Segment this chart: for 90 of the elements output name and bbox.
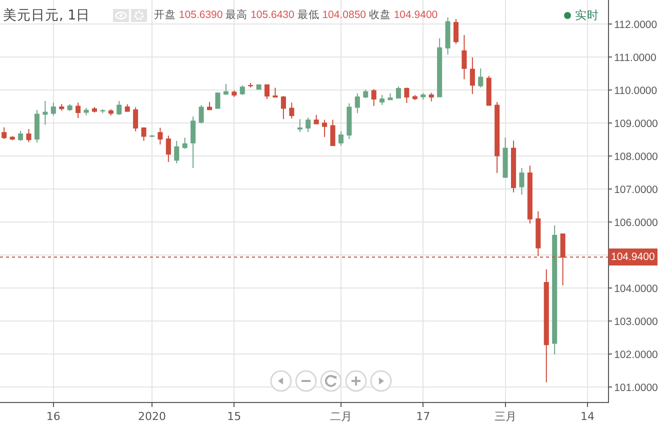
y-tick-label: 103.0000 <box>614 316 658 328</box>
x-tick-label: 二月 <box>330 410 352 422</box>
candlestick <box>76 102 81 119</box>
x-tick-label: 三月 <box>494 410 516 422</box>
candlestick <box>297 118 302 133</box>
y-tick-label: 112.0000 <box>614 18 658 31</box>
y-tick-label: 108.0000 <box>614 150 658 163</box>
y-tick-label: 111.0000 <box>614 52 656 64</box>
candlestick <box>42 100 48 126</box>
candlestick <box>264 84 270 100</box>
text: 美元日元, 1日 <box>3 8 90 24</box>
candlestick <box>314 114 319 125</box>
candlestick <box>158 127 163 146</box>
candlestick <box>34 109 40 144</box>
candlestick <box>470 56 475 95</box>
candlestick <box>248 82 254 88</box>
candlestick <box>519 168 524 196</box>
candlestick <box>536 210 541 257</box>
candlestick <box>174 140 180 164</box>
candlestick <box>141 126 146 142</box>
candlestick <box>396 86 401 99</box>
candlestick <box>527 165 532 224</box>
y-tick-label: 109.0000 <box>614 118 658 130</box>
candlestick <box>511 140 516 193</box>
candlestick <box>198 104 204 124</box>
y-tick-label: 106.0000 <box>614 216 658 229</box>
candlestick <box>182 137 188 150</box>
candlestick <box>306 117 311 133</box>
candlestick <box>363 88 368 99</box>
candlestick <box>10 136 15 141</box>
x-tick-label: 14 <box>580 410 594 422</box>
candlestick <box>100 108 106 114</box>
candlestick <box>84 107 89 116</box>
y-tick-label: 110.0000 <box>614 84 658 97</box>
candlestick <box>215 92 220 110</box>
candlestick <box>445 16 450 55</box>
candlestick <box>190 116 196 168</box>
candlestick <box>404 86 410 104</box>
candlestick <box>338 130 344 146</box>
candlestick <box>371 88 376 106</box>
candlestick <box>280 96 286 120</box>
candlestick <box>272 87 278 98</box>
candlestick <box>544 268 549 383</box>
candlestick <box>2 126 7 140</box>
candlestick <box>380 94 385 106</box>
candlestick <box>494 101 500 174</box>
candlestick <box>552 224 558 355</box>
candlestick <box>388 92 393 100</box>
candlestick <box>478 68 484 88</box>
candlestick <box>346 102 352 140</box>
candlestick <box>50 102 56 116</box>
candlestick <box>207 101 212 110</box>
candlestick <box>462 34 467 80</box>
text: 开盘 105.6390 最高 105.6430 最低 104.0850 收盘 104.9400 <box>154 8 438 21</box>
candlestick <box>330 119 336 146</box>
candlestick <box>124 104 130 112</box>
candlestick <box>133 106 138 132</box>
candlestick <box>322 119 328 138</box>
candlestick <box>240 84 245 96</box>
candlestick <box>256 84 262 90</box>
candlestick <box>18 130 24 142</box>
candlestick <box>428 92 434 102</box>
candlestick <box>149 134 155 138</box>
candlestick <box>486 75 492 106</box>
x-tick-label: 15 <box>227 410 242 422</box>
candlestick <box>26 128 32 143</box>
candlestick <box>223 83 228 96</box>
candlestick <box>108 108 114 116</box>
x-tick-label: 2020 <box>138 410 166 422</box>
y-tick-label: 107.0000 <box>614 184 658 196</box>
x-tick-label: 17 <box>416 410 430 422</box>
candlestick <box>412 94 418 100</box>
candlestick <box>354 92 360 114</box>
candlestick <box>67 104 72 112</box>
candlestick <box>502 137 508 178</box>
candlestick <box>453 18 459 44</box>
candlestick <box>232 90 237 98</box>
y-tick-label: 102.0000 <box>614 348 658 361</box>
candlestick <box>59 103 64 112</box>
candlestick <box>420 92 426 100</box>
candlestick <box>437 38 442 98</box>
annotation: 实时 <box>575 8 599 22</box>
candlestick <box>92 106 97 114</box>
x-tick-label: 16 <box>46 410 60 422</box>
y-tick-label: 104.0000 <box>614 282 658 295</box>
ref-line-label: 104.9400 <box>611 251 655 263</box>
candlestick <box>166 135 171 163</box>
candlestick <box>116 100 122 116</box>
candlestick <box>289 102 294 119</box>
y-tick-label: 101.0000 <box>614 382 658 394</box>
